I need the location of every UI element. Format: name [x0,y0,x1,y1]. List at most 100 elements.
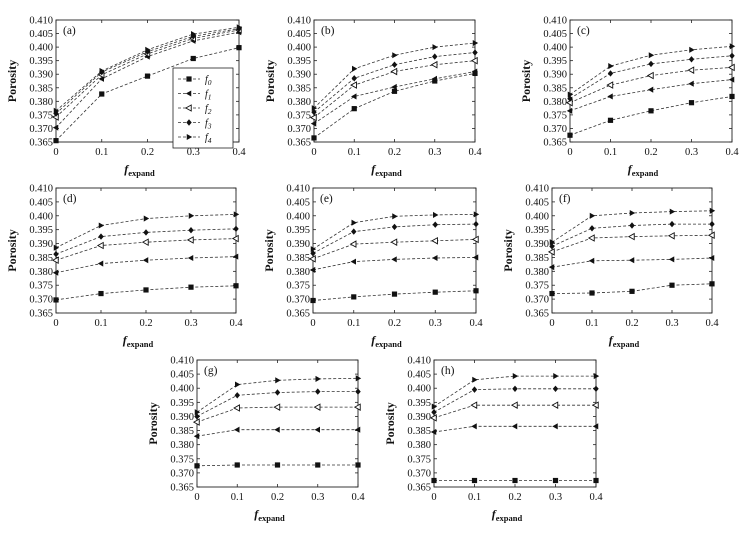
y-tick-label: 0.410 [286,184,310,195]
y-tick-label: 0.410 [543,16,567,27]
f1-point [512,423,517,429]
f2-point [234,405,239,411]
f1-point [355,427,360,433]
f3-point [53,251,58,257]
legend: f0f1f2f3f4 [173,68,233,148]
series-f4 [311,211,479,252]
y-axis-label: Porosity [501,229,515,271]
f3-point [188,227,193,233]
f0-point [473,288,478,293]
x-tick-label: 0 [549,318,554,329]
x-tick-label: 0.4 [469,318,483,329]
f1-point [567,108,572,114]
f0-point [275,462,280,467]
f1-point [188,255,193,261]
y-tick-label: 0.400 [525,211,549,222]
f2-point [593,402,598,408]
y-tick-label: 0.410 [170,356,194,367]
x-tick-label: 0 [567,147,572,158]
y-tick-label: 0.370 [29,295,53,306]
y-tick-label: 0.400 [29,211,53,222]
f2-point [512,402,517,408]
f1-point [669,256,674,262]
y-tick-label: 0.385 [407,426,431,437]
f2-point [607,82,612,88]
series-f2 [194,404,360,425]
x-tick-label: 0.2 [508,492,521,503]
f0-point [355,462,360,467]
y-tick-label: 0.405 [286,197,310,208]
f1-point [629,257,634,263]
x-tick-label: 0.4 [232,147,246,158]
f3-point [512,386,517,392]
x-tick-label: 0.1 [231,492,244,503]
series-f0 [431,478,598,483]
panel-label: (e) [320,193,333,205]
legend-f0-point [186,76,191,81]
x-tick-label: 0.2 [644,147,657,158]
x-tick-label: 0.3 [428,147,441,158]
f4-point [608,63,613,69]
f1-point [709,255,714,261]
y-tick-label: 0.370 [287,124,311,135]
y-tick-label: 0.385 [29,83,53,94]
y-tick-label: 0.410 [29,16,53,27]
y-tick-label: 0.410 [525,184,549,195]
f1-point [552,423,557,429]
f4-point [352,220,357,226]
f3-point [431,409,436,415]
series-f0 [53,283,238,302]
f0-point [53,297,58,302]
f1-point [351,259,356,265]
y-tick-label: 0.380 [407,440,431,451]
series-line-f3 [434,389,596,412]
y-tick-label: 0.390 [407,412,431,423]
f3-point [392,62,397,68]
y-tick-label: 0.400 [287,43,311,54]
x-tick-label: 0.1 [468,492,481,503]
y-tick-label: 0.390 [287,70,311,81]
plot-frame [314,20,475,142]
series-f0 [194,462,360,468]
f0-point [589,290,594,295]
f4-point [472,377,477,383]
f0-point [549,291,554,296]
f2-point [431,415,436,421]
y-tick-label: 0.375 [170,454,194,465]
x-tick-label: 0.3 [187,147,200,158]
y-axis-label: Porosity [263,60,277,102]
y-tick-label: 0.400 [286,211,310,222]
f0-point [194,463,199,468]
f1-point [688,81,693,87]
x-tick-label: 0.1 [604,147,617,158]
x-tick-label: 0.1 [348,147,361,158]
x-axis-label: fexpand [371,162,402,178]
f2-point [188,237,193,243]
f4-point [54,245,59,251]
y-tick-label: 0.410 [407,356,431,367]
y-tick-label: 0.375 [286,281,310,292]
legend-box [173,68,233,148]
y-tick-label: 0.375 [29,110,53,121]
f3-point [553,386,558,392]
f2-point [274,404,279,410]
y-tick-label: 0.405 [29,29,53,40]
f0-point [99,91,104,96]
f0-point [188,285,193,290]
y-tick-label: 0.395 [525,225,549,236]
f3-point [472,386,477,392]
y-tick-label: 0.365 [543,138,567,149]
f2-point [311,115,316,121]
x-tick-label: 0.2 [625,318,638,329]
y-tick-label: 0.405 [29,197,53,208]
series-f3 [310,221,478,257]
panel-c: 0.3650.3700.3750.3800.3850.3900.3950.400… [519,16,739,179]
y-tick-label: 0.395 [286,225,310,236]
f3-point [669,221,674,227]
x-tick-label: 0 [53,318,58,329]
panel-label: (c) [577,25,590,37]
y-tick-label: 0.410 [29,184,53,195]
f4-point [392,52,397,58]
y-tick-label: 0.380 [286,267,310,278]
y-tick-label: 0.380 [543,97,567,108]
